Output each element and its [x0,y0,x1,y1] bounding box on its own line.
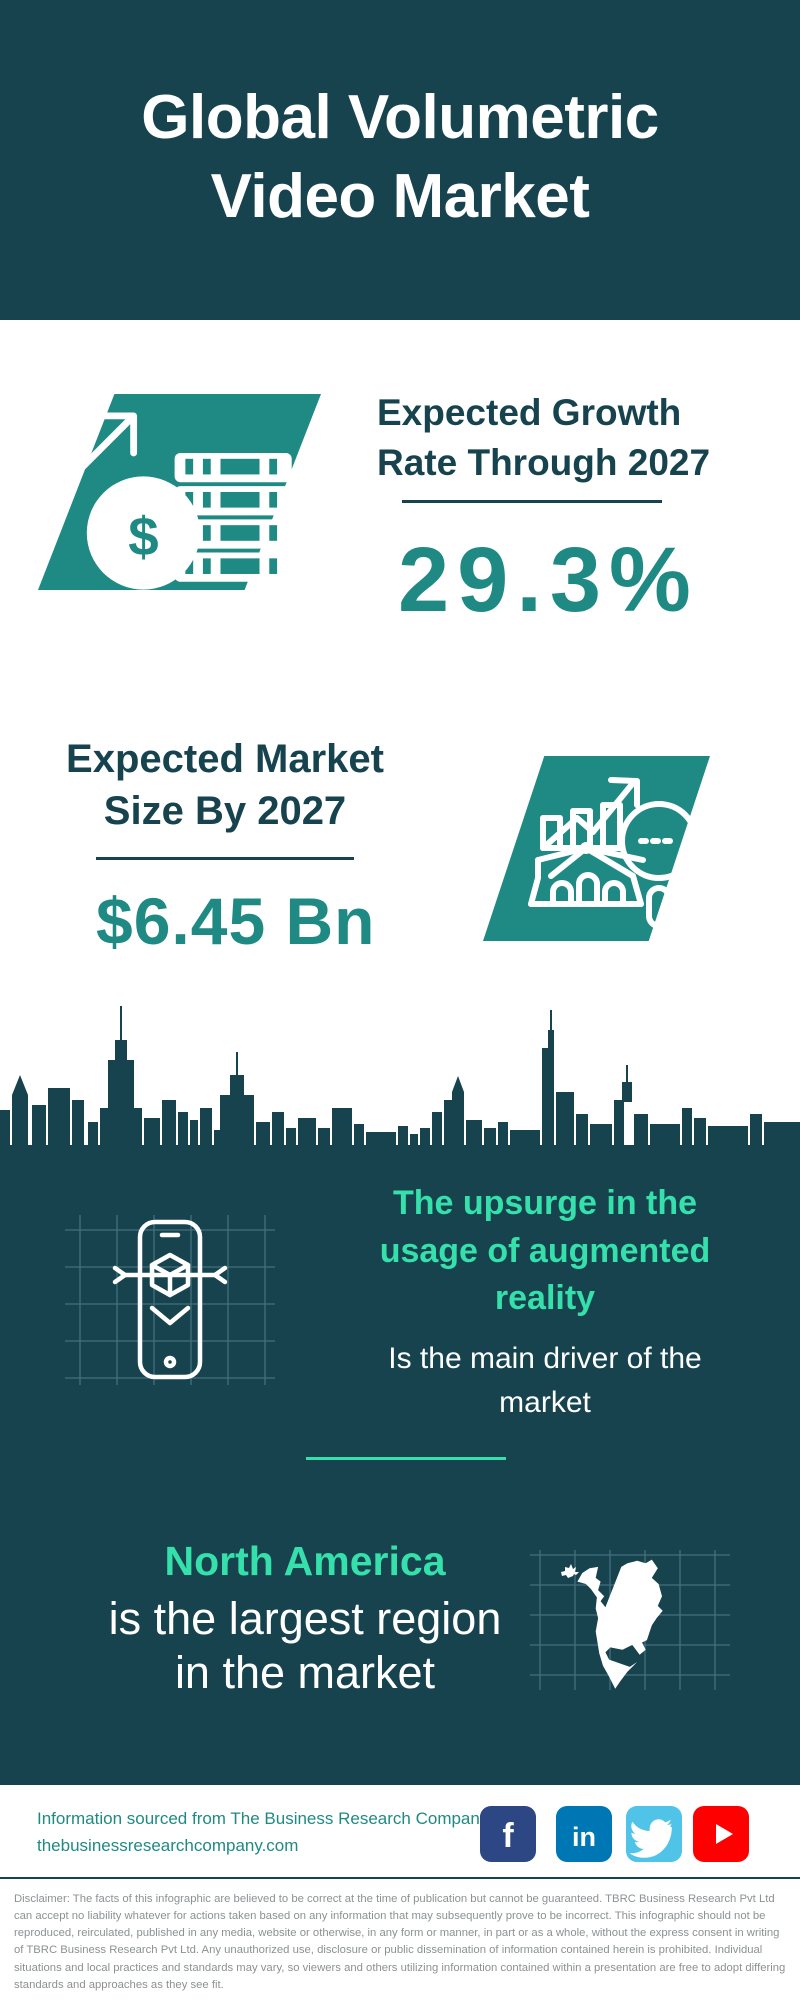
svg-text:$: $ [128,506,158,567]
svg-text:f: f [502,1817,514,1855]
svg-text:in: in [572,1822,596,1852]
